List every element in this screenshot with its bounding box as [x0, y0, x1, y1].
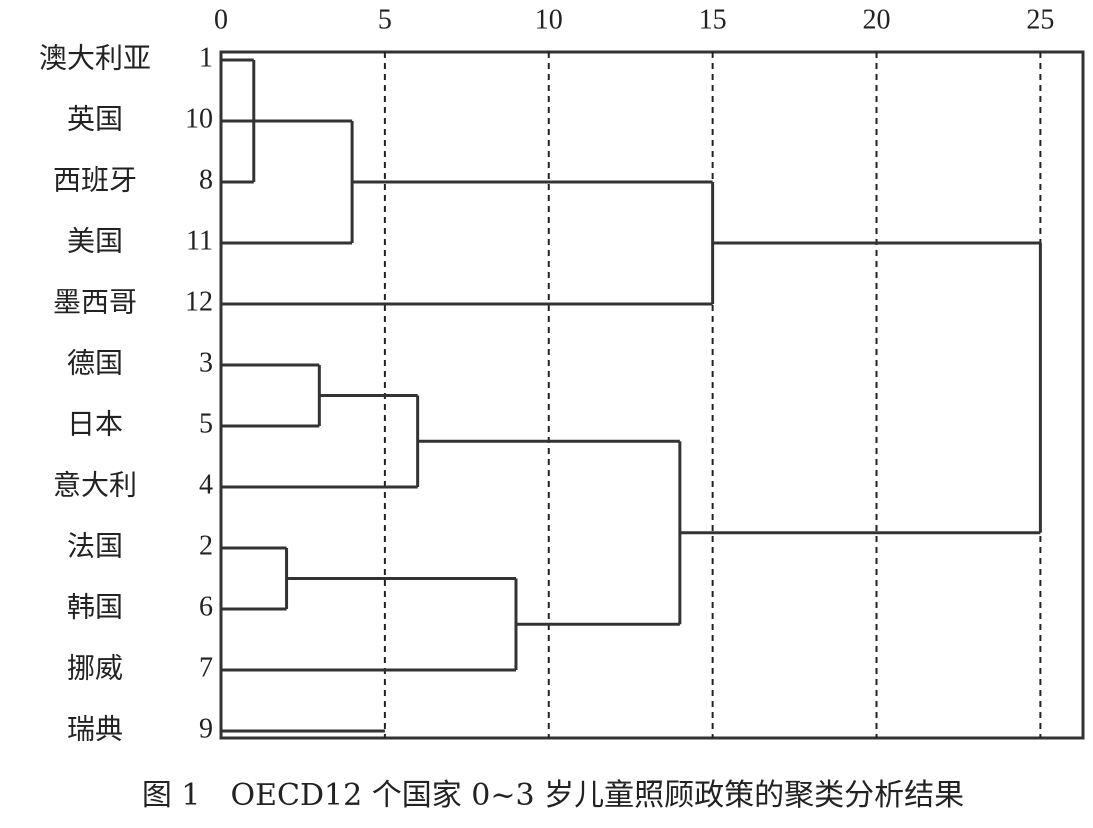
leaf-id: 4	[199, 469, 213, 500]
leaf-id: 12	[185, 286, 213, 317]
leaf-name: 西班牙	[53, 164, 137, 197]
leaf-name: 德国	[67, 347, 123, 380]
chart-title: 图 1 OECD12 个国家 0~3 岁儿童照顾政策的聚类分析结果	[142, 778, 964, 813]
x-tick-label: 25	[1026, 4, 1054, 35]
leaf-id: 2	[199, 530, 213, 561]
x-tick-label: 20	[863, 4, 891, 35]
leaf-name: 墨西哥	[53, 286, 137, 319]
plot-frame	[219, 50, 1085, 740]
leaf-id: 3	[199, 347, 213, 378]
leaf-name: 意大利	[53, 469, 137, 502]
leaf-id: 7	[199, 652, 213, 683]
leaf-name: 瑞典	[67, 713, 123, 746]
leaf-id: 6	[199, 591, 213, 622]
leaf-name: 挪威	[67, 652, 123, 685]
leaf-id: 11	[186, 225, 213, 256]
x-tick-label: 5	[378, 4, 392, 35]
x-tick-label: 15	[699, 4, 727, 35]
leaf-name: 美国	[67, 225, 123, 258]
leaf-name: 韩国	[67, 591, 123, 624]
leaf-id: 9	[199, 713, 213, 744]
leaf-name: 日本	[67, 408, 123, 441]
leaf-id: 5	[199, 408, 213, 439]
x-tick-label: 10	[535, 4, 563, 35]
leaf-id: 1	[199, 42, 213, 73]
leaf-name: 澳大利亚	[39, 42, 151, 75]
leaf-id: 10	[185, 103, 213, 134]
leaf-name: 法国	[67, 530, 123, 563]
leaf-name: 英国	[67, 103, 123, 136]
leaf-id: 8	[199, 164, 213, 195]
x-tick-label: 0	[214, 4, 228, 35]
